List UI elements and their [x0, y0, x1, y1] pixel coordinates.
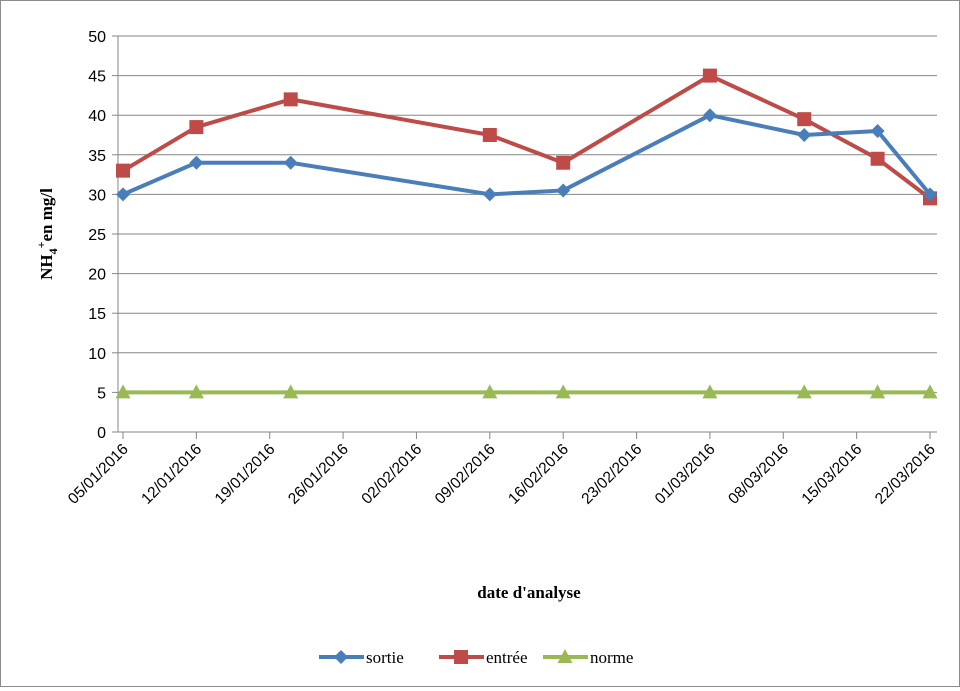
series-entrée [116, 68, 937, 206]
legend-item: entrée [439, 648, 528, 667]
y-tick-label: 20 [88, 267, 106, 284]
y-tick-label: 5 [97, 385, 106, 402]
grid-lines [118, 35, 937, 393]
data-point [556, 155, 571, 170]
x-tick-label: 16/02/2016 [505, 441, 572, 508]
data-point [870, 384, 886, 399]
y-tick-label: 0 [97, 425, 106, 442]
legend-marker [557, 649, 573, 663]
data-point [555, 384, 571, 399]
y-tick-labels: 0 5 10 15 20 25 30 35 40 45 50 [88, 29, 106, 442]
legend-label: norme [590, 648, 633, 667]
x-tick-labels: 05/01/2016 12/01/2016 19/01/2016 26/01/2016… [65, 441, 939, 508]
data-point [482, 187, 497, 202]
x-tick-label: 15/03/2016 [799, 441, 866, 508]
data-point [702, 68, 717, 83]
data-point [482, 384, 498, 399]
x-tick-label: 23/02/2016 [578, 441, 645, 508]
data-point [702, 108, 717, 123]
axes [112, 35, 937, 439]
data-point [923, 187, 937, 202]
x-tick-label: 19/01/2016 [212, 441, 279, 508]
y-axis-title: NH4+en mg/l [34, 188, 60, 280]
x-tick-label: 22/03/2016 [872, 441, 939, 508]
legend: sortie entrée norme [319, 648, 633, 667]
data-point [115, 384, 131, 399]
data-point [797, 112, 812, 127]
legend-item: norme [543, 648, 633, 667]
y-tick-label: 30 [88, 187, 106, 204]
series-sortie [116, 108, 937, 202]
series-norme [115, 384, 938, 399]
data-point [796, 384, 812, 399]
legend-marker [334, 650, 348, 664]
data-point [188, 384, 204, 399]
data-point [797, 128, 812, 142]
data-point [870, 124, 885, 139]
data-point [189, 120, 204, 135]
x-tick-label: 02/02/2016 [358, 441, 425, 508]
y-tick-label: 35 [88, 148, 106, 165]
data-point [482, 128, 497, 142]
legend-marker [454, 650, 468, 664]
x-tick-label: 01/03/2016 [652, 441, 719, 508]
x-tick-label: 09/02/2016 [432, 441, 499, 508]
x-tick-label: 12/01/2016 [138, 441, 205, 508]
y-tick-label: 10 [88, 346, 106, 363]
y-tick-label: 25 [88, 227, 106, 244]
x-tick-label: 08/03/2016 [725, 441, 792, 508]
data-point [116, 163, 130, 178]
series-layer [115, 68, 938, 399]
data-point [922, 384, 938, 399]
y-tick-label: 40 [88, 108, 106, 125]
data-point [870, 151, 885, 166]
x-tick-label: 26/01/2016 [285, 441, 352, 508]
data-point [283, 92, 298, 107]
y-tick-label: 45 [88, 69, 106, 86]
legend-label: entrée [486, 648, 528, 667]
x-axis-title: date d'analyse [477, 583, 581, 602]
data-point [556, 183, 571, 198]
data-point [189, 155, 204, 170]
y-tick-label: 15 [88, 306, 106, 323]
data-point [116, 187, 130, 202]
data-point [283, 155, 298, 170]
legend-label: sortie [366, 648, 404, 667]
data-point [283, 384, 299, 399]
x-tick-label: 05/01/2016 [65, 441, 132, 508]
y-tick-label: 50 [88, 29, 106, 46]
data-point [702, 384, 718, 399]
legend-item: sortie [319, 648, 404, 667]
